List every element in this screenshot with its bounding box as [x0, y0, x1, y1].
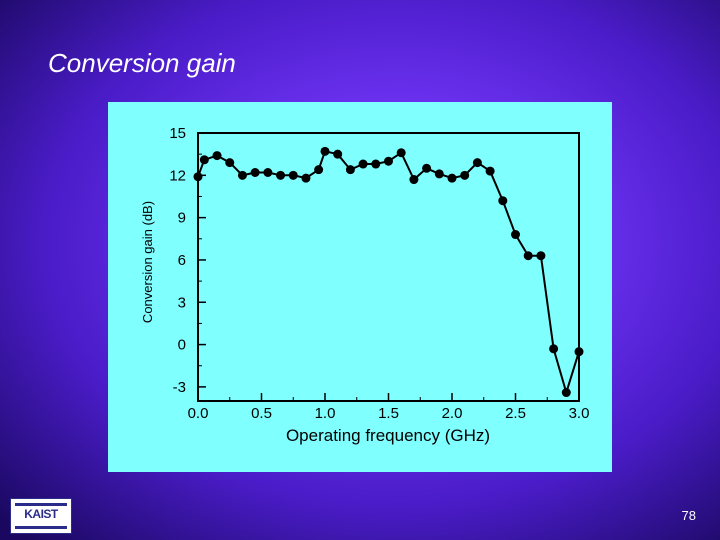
data-point [511, 230, 520, 240]
y-tick-label: 0 [178, 337, 186, 354]
x-tick-label: 2.0 [442, 405, 463, 422]
axis-ticks [197, 132, 580, 401]
data-point [523, 251, 533, 261]
y-tick-label: 15 [169, 125, 186, 142]
data-point [314, 165, 324, 175]
logo-top-bar [15, 503, 67, 506]
logo-text: KAIST [24, 507, 58, 521]
y-tick-label: -3 [173, 379, 186, 396]
conversion-gain-chart: -3 0 3 6 9 12 15 0.0 0.5 1.0 1.5 2.0 2.5 3.0 Operatin… [140, 125, 589, 445]
data-point [333, 149, 343, 159]
logo-bottom-bar [15, 526, 67, 529]
data-point [472, 158, 482, 168]
data-point [422, 163, 432, 173]
x-tick-label: 0.0 [188, 405, 209, 422]
data-point [237, 170, 247, 180]
data-point [263, 167, 273, 177]
data-point [212, 151, 222, 161]
data-point [320, 146, 330, 156]
data-point [409, 175, 419, 185]
data-point [225, 158, 235, 168]
chart-panel: -3 0 3 6 9 12 15 0.0 0.5 1.0 1.5 2.0 2.5 3.0 Operatin… [108, 102, 612, 472]
slide-title: Conversion gain [48, 48, 236, 78]
data-point [301, 173, 311, 183]
data-point [396, 148, 406, 158]
data-point [345, 165, 355, 175]
y-tick-label: 9 [178, 210, 186, 227]
axis-tick-labels: -3 0 3 6 9 12 15 0.0 0.5 1.0 1.5 2.0 2.5 3.0 [169, 125, 589, 422]
x-axis-label: Operating frequency (GHz) [286, 426, 490, 445]
data-point [549, 344, 559, 354]
y-tick-label: 6 [178, 252, 186, 269]
x-tick-label: 1.0 [315, 405, 336, 422]
data-point [193, 172, 203, 182]
x-tick-label: 3.0 [569, 405, 590, 422]
data-point [485, 166, 495, 176]
data-point [561, 388, 571, 398]
x-tick-label: 0.5 [251, 405, 272, 422]
data-point [371, 159, 381, 169]
x-tick-label: 2.5 [505, 405, 526, 422]
data-point [498, 196, 508, 206]
y-tick-label: 12 [169, 167, 186, 184]
kaist-logo: KAIST [10, 498, 72, 534]
data-point [384, 156, 393, 166]
data-point [288, 170, 298, 180]
data-point [447, 173, 457, 183]
data-point [199, 155, 209, 165]
y-tick-label: 3 [178, 294, 186, 311]
data-point [434, 169, 444, 179]
data-point [250, 167, 260, 177]
page-number: 78 [681, 508, 696, 523]
data-point [574, 347, 584, 357]
series-line [197, 150, 580, 396]
series-group [193, 146, 584, 398]
data-point [276, 170, 286, 180]
x-tick-label: 1.5 [378, 405, 399, 422]
data-point [536, 251, 546, 261]
data-point [460, 170, 470, 180]
y-axis-label: Conversion gain (dB) [140, 201, 155, 323]
data-point [358, 159, 368, 169]
